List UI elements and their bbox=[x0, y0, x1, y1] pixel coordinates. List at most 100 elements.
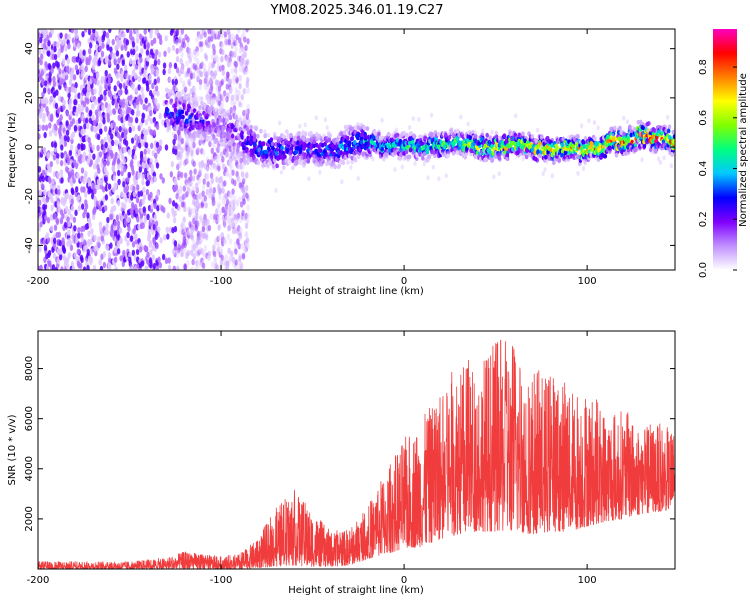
spectrogram-cell bbox=[240, 243, 244, 250]
spectrogram-cell bbox=[153, 59, 158, 66]
spectrogram-cell bbox=[221, 108, 225, 114]
spectrogram-cell bbox=[87, 181, 92, 188]
spectrogram-cell bbox=[208, 87, 212, 93]
spectrogram-cell bbox=[502, 133, 507, 139]
spectrogram-cell bbox=[552, 160, 556, 166]
spectrogram-cell bbox=[199, 46, 204, 53]
spectrogram-cell bbox=[177, 115, 181, 121]
spectrogram-cell bbox=[232, 78, 236, 85]
spectrogram-cell bbox=[105, 244, 110, 252]
spectrogram-cell bbox=[57, 189, 61, 196]
spectrogram-cell bbox=[205, 166, 209, 173]
spectrogram-cell bbox=[231, 137, 235, 143]
spectrogram-cell bbox=[180, 147, 184, 154]
spectrogram-cell bbox=[61, 212, 65, 220]
spectrogram-cell bbox=[147, 147, 151, 155]
spectrogram-cell bbox=[200, 41, 204, 48]
spectrogram-cell bbox=[132, 185, 136, 193]
spectrogram-cell bbox=[177, 144, 182, 151]
spectrogram-cell bbox=[47, 260, 52, 267]
spectrogram-cell bbox=[232, 204, 236, 212]
spectrogram-cell bbox=[74, 64, 79, 71]
spectrogram-cell bbox=[135, 197, 140, 204]
spectrogram-cell bbox=[253, 145, 257, 151]
spectrogram-cell bbox=[104, 176, 108, 184]
spectrogram-cell bbox=[234, 73, 238, 80]
spectrogram-cell bbox=[60, 152, 64, 159]
spectrogram-cell bbox=[228, 60, 232, 68]
spectrogram-cell bbox=[60, 144, 64, 151]
spectrogram-cell bbox=[275, 163, 279, 169]
spectrogram-cell bbox=[60, 266, 64, 270]
spectrogram-cell bbox=[202, 133, 207, 138]
spectrogram-cell bbox=[67, 92, 71, 99]
spectrogram-cell bbox=[104, 69, 108, 77]
spectrogram-cell bbox=[230, 220, 234, 228]
spectrogram-cell bbox=[67, 209, 71, 216]
spectrogram-cell bbox=[242, 145, 246, 151]
spectrogram-cell bbox=[67, 220, 72, 228]
spectrogram-cell bbox=[63, 221, 68, 229]
spectrogram-cell bbox=[228, 254, 233, 262]
spectrogram-cell bbox=[153, 214, 158, 221]
spectrogram-cell bbox=[239, 261, 244, 268]
spectrogram-cell bbox=[111, 164, 116, 172]
spectrogram-cell bbox=[284, 129, 289, 134]
spectrogram-cell bbox=[74, 162, 79, 170]
spectrogram-cell bbox=[521, 156, 525, 161]
spectrogram-cell bbox=[192, 141, 196, 149]
spectrogram-cell bbox=[234, 248, 238, 255]
spectrogram-cell bbox=[86, 264, 90, 270]
spectrogram-cell bbox=[395, 127, 399, 133]
spectrogram-cell bbox=[39, 265, 43, 270]
spectrogram-cell bbox=[142, 194, 147, 201]
spectrogram-cell bbox=[151, 254, 155, 261]
spectrogram-cell bbox=[270, 145, 275, 151]
spectrogram-cell bbox=[172, 265, 176, 270]
spectrogram-cell bbox=[42, 47, 46, 55]
spectrogram-cell bbox=[155, 242, 159, 250]
spectrogram-cell bbox=[92, 264, 97, 270]
spectrogram-cells bbox=[38, 29, 675, 270]
spectrogram-cell bbox=[158, 261, 163, 269]
spectrogram-cell bbox=[194, 64, 198, 71]
spectrogram-cell bbox=[245, 58, 250, 66]
spectrogram-cell bbox=[592, 120, 597, 126]
spectrogram-cell bbox=[98, 151, 103, 158]
spectrogram-cell bbox=[339, 150, 343, 156]
spectrogram-cell bbox=[38, 199, 42, 206]
spectrogram-cell bbox=[223, 238, 228, 245]
spectrogram-cell bbox=[143, 154, 148, 162]
spectrogram-cell bbox=[94, 30, 99, 38]
spectrogram-cell bbox=[43, 203, 48, 210]
spectrogram-cell bbox=[157, 51, 162, 58]
spectrogram-cell bbox=[164, 106, 169, 112]
spectrogram-cell bbox=[203, 244, 208, 252]
spectrogram-cell bbox=[398, 138, 403, 144]
spectrogram-cell bbox=[112, 204, 117, 212]
spectrogram-cell bbox=[245, 192, 249, 199]
spectrogram-cell bbox=[254, 126, 258, 132]
spectrogram-cell bbox=[431, 164, 435, 170]
spectrogram-cell bbox=[59, 159, 64, 167]
spectrogram-cell bbox=[536, 127, 540, 133]
spectrogram-cell bbox=[194, 216, 198, 223]
spectrogram-cell bbox=[100, 50, 105, 58]
spectrogram-cell bbox=[171, 29, 175, 34]
spectrogram-cell bbox=[208, 111, 213, 118]
spectrogram-cell bbox=[47, 62, 52, 70]
spectrogram-cell bbox=[62, 99, 66, 106]
spectrogram-cell bbox=[289, 132, 293, 138]
spectrogram-cell bbox=[515, 150, 520, 156]
spectrogram-cell bbox=[155, 69, 160, 76]
spectrogram-cell bbox=[234, 227, 238, 234]
spectrogram-cell bbox=[234, 259, 238, 266]
spectrogram-cell bbox=[162, 68, 166, 76]
spectrogram-cell bbox=[515, 142, 520, 148]
spectrogram-cell bbox=[64, 205, 69, 213]
spectrogram-cell bbox=[149, 117, 154, 125]
spectrogram-cell bbox=[178, 161, 183, 168]
spectrogram-cell bbox=[131, 84, 135, 91]
spectrogram-cell bbox=[108, 29, 112, 34]
spectrogram-cell bbox=[302, 136, 306, 142]
